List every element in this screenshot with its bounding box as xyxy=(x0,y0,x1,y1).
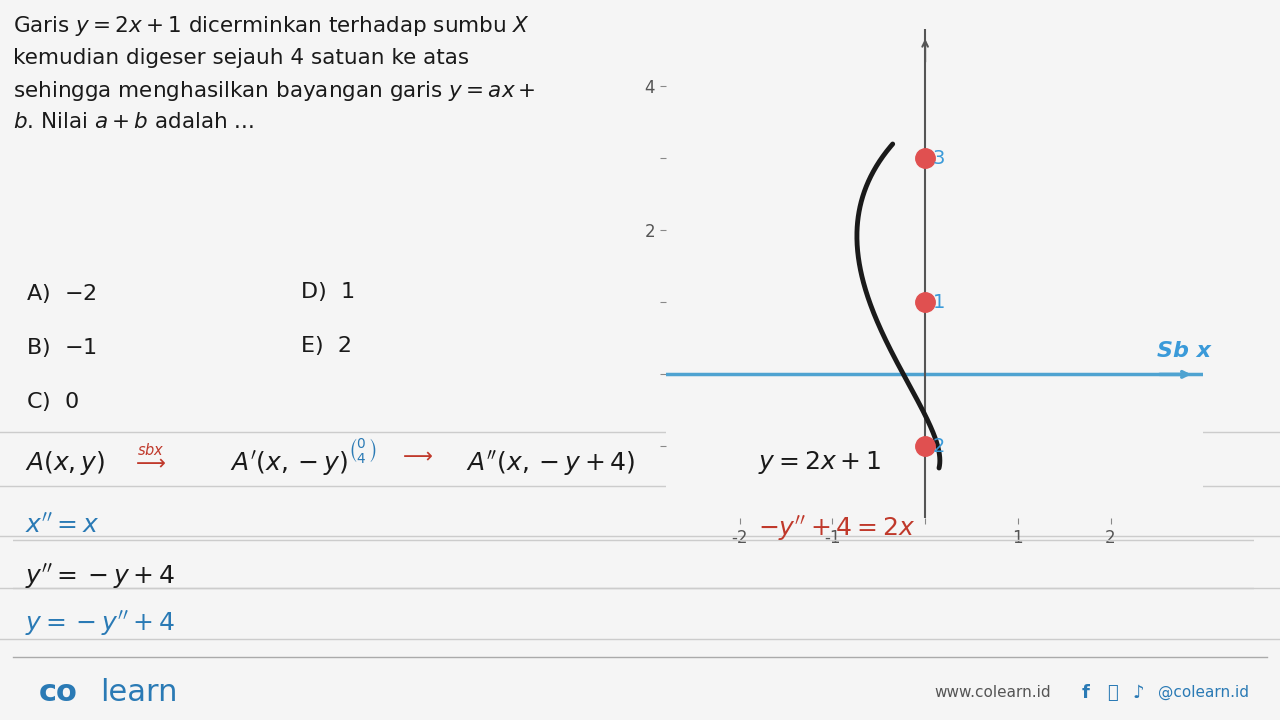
Text: E)  2: E) 2 xyxy=(301,336,352,356)
Text: @colearn.id: @colearn.id xyxy=(1158,685,1249,701)
Text: $\overset{sbx}{\longrightarrow}$: $\overset{sbx}{\longrightarrow}$ xyxy=(131,445,165,473)
Text: $y = -y'' + 4$: $y = -y'' + 4$ xyxy=(26,609,175,638)
Text: 1: 1 xyxy=(933,293,945,312)
Text: $\binom{0}{4}$: $\binom{0}{4}$ xyxy=(348,436,376,465)
Text: ♪: ♪ xyxy=(1133,684,1144,701)
Text: $A(x,y)$: $A(x,y)$ xyxy=(26,449,105,477)
Text: $-y'' + 4 = 2x$: $-y'' + 4 = 2x$ xyxy=(758,514,915,543)
Text: 2: 2 xyxy=(933,437,945,456)
Text: www.colearn.id: www.colearn.id xyxy=(934,685,1051,700)
Text: Garis $y = 2x + 1$ dicerminkan terhadap sumbu $X$
kemudian digeser sejauh 4 satu: Garis $y = 2x + 1$ dicerminkan terhadap … xyxy=(13,14,535,132)
Text: $y = 2x + 1$: $y = 2x + 1$ xyxy=(758,449,881,477)
Text: $\longrightarrow$: $\longrightarrow$ xyxy=(398,445,433,465)
Text: learn: learn xyxy=(100,678,178,707)
Text: 3: 3 xyxy=(933,149,945,168)
Text: ⓘ: ⓘ xyxy=(1107,684,1117,701)
Text: B)  $-1$: B) $-1$ xyxy=(26,336,96,359)
Text: $A'(x,-y)$: $A'(x,-y)$ xyxy=(230,449,348,478)
Text: $y'' = -y + 4$: $y'' = -y + 4$ xyxy=(26,562,175,590)
Text: co: co xyxy=(38,678,77,707)
Text: $x'' = x$: $x'' = x$ xyxy=(26,514,100,538)
Text: D)  1: D) 1 xyxy=(301,282,355,302)
Text: Sb x: Sb x xyxy=(1157,341,1211,361)
Text: f: f xyxy=(1082,684,1089,701)
Text: C)  $0$: C) $0$ xyxy=(26,390,78,413)
Text: A)  $-2$: A) $-2$ xyxy=(26,282,96,305)
Text: $A''(x,-y+4)$: $A''(x,-y+4)$ xyxy=(466,449,635,478)
